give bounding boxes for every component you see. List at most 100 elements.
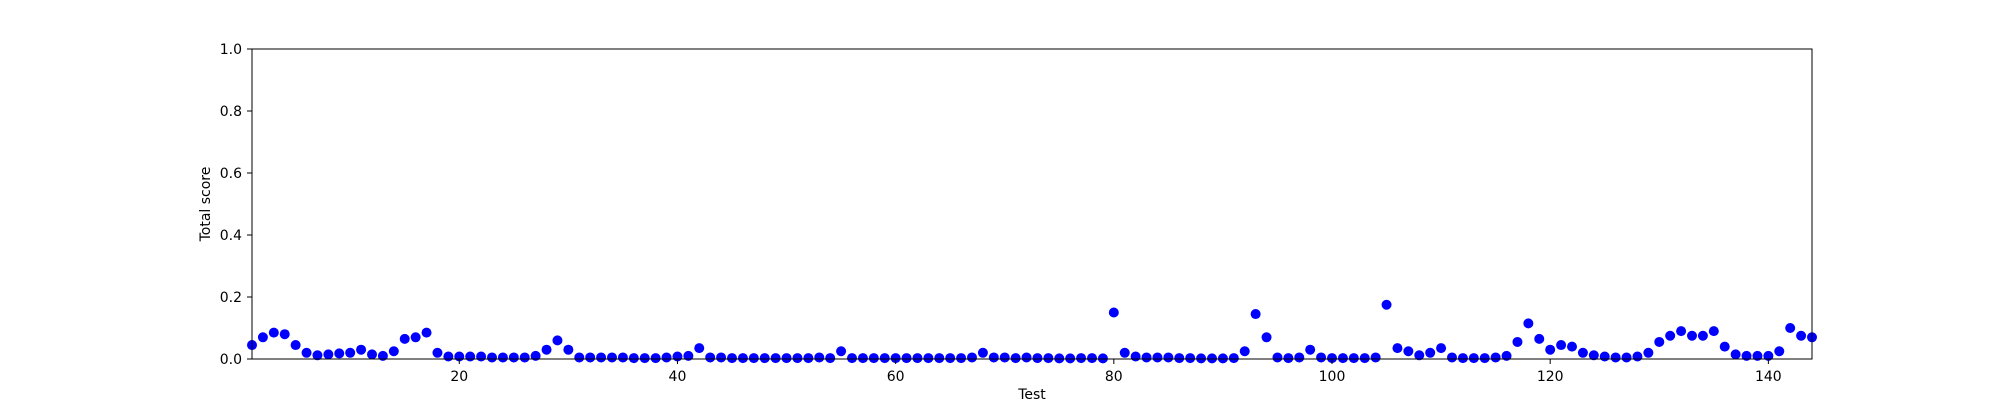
data-point bbox=[1654, 336, 1665, 347]
data-point bbox=[487, 352, 497, 363]
data-point bbox=[770, 353, 781, 364]
data-point bbox=[1217, 353, 1228, 364]
data-point bbox=[312, 350, 323, 361]
data-point bbox=[279, 329, 290, 340]
x-axis-label: Test bbox=[1017, 387, 1046, 400]
data-point bbox=[1021, 352, 1032, 363]
data-point bbox=[1032, 353, 1043, 364]
data-point bbox=[650, 353, 661, 364]
data-point bbox=[694, 343, 705, 354]
data-point bbox=[759, 353, 770, 364]
y-tick-label: 0.8 bbox=[220, 104, 242, 120]
data-point bbox=[1588, 350, 1599, 361]
data-point bbox=[1414, 350, 1425, 361]
data-point bbox=[1239, 346, 1250, 357]
data-point bbox=[607, 352, 617, 363]
data-point bbox=[1403, 346, 1414, 357]
data-point bbox=[410, 332, 421, 343]
data-point bbox=[1621, 352, 1632, 363]
data-point bbox=[1697, 330, 1708, 341]
data-point bbox=[1305, 344, 1316, 355]
data-point bbox=[290, 340, 301, 351]
data-point bbox=[1196, 353, 1207, 364]
data-point bbox=[552, 335, 563, 346]
data-point bbox=[1610, 352, 1621, 363]
data-point bbox=[1599, 351, 1610, 362]
data-point bbox=[432, 347, 443, 358]
data-point bbox=[890, 353, 901, 364]
data-point bbox=[268, 327, 279, 338]
data-point bbox=[1130, 351, 1141, 362]
data-point bbox=[1447, 352, 1457, 363]
data-point bbox=[1250, 309, 1261, 320]
data-point bbox=[617, 352, 628, 363]
data-point bbox=[781, 353, 792, 364]
data-point bbox=[661, 352, 672, 363]
data-point bbox=[1119, 347, 1130, 358]
data-point bbox=[399, 333, 410, 344]
data-point bbox=[868, 353, 879, 364]
data-point bbox=[257, 332, 268, 343]
data-point bbox=[727, 353, 737, 364]
data-point bbox=[1283, 353, 1294, 364]
data-point bbox=[530, 350, 541, 361]
data-point bbox=[705, 352, 716, 363]
data-point bbox=[1752, 350, 1763, 361]
data-point bbox=[1381, 299, 1392, 310]
data-point bbox=[825, 353, 836, 364]
data-point bbox=[1730, 349, 1741, 360]
data-point bbox=[1523, 318, 1534, 329]
data-point bbox=[628, 353, 639, 364]
data-point bbox=[323, 349, 334, 360]
data-point bbox=[1163, 352, 1174, 363]
data-point bbox=[1108, 307, 1119, 318]
data-point bbox=[836, 346, 847, 357]
y-tick-label: 0.0 bbox=[220, 352, 242, 368]
data-point bbox=[934, 353, 945, 364]
data-point bbox=[585, 352, 596, 363]
data-point bbox=[541, 344, 552, 355]
x-tick-label: 40 bbox=[669, 369, 687, 385]
data-point bbox=[1261, 332, 1272, 343]
data-point bbox=[956, 353, 967, 364]
x-tick-label: 60 bbox=[887, 369, 905, 385]
data-point bbox=[465, 351, 476, 362]
data-point bbox=[497, 352, 508, 363]
data-point bbox=[879, 353, 890, 364]
data-point bbox=[1785, 323, 1796, 333]
data-point bbox=[1043, 353, 1054, 364]
data-point bbox=[1097, 353, 1108, 364]
data-point bbox=[1272, 352, 1283, 363]
data-point bbox=[421, 327, 432, 338]
data-point bbox=[1643, 347, 1654, 358]
y-tick-label: 0.4 bbox=[220, 228, 242, 244]
x-tick-label: 20 bbox=[450, 369, 468, 385]
data-point bbox=[1207, 353, 1217, 364]
data-point bbox=[1076, 353, 1087, 364]
data-point bbox=[1294, 352, 1305, 363]
data-point bbox=[792, 353, 803, 364]
data-point bbox=[988, 352, 999, 363]
data-point bbox=[1054, 353, 1065, 364]
data-point bbox=[748, 353, 759, 364]
data-point bbox=[1545, 344, 1556, 355]
data-point bbox=[1228, 353, 1239, 364]
data-point bbox=[847, 353, 857, 364]
data-point bbox=[1774, 346, 1785, 357]
data-point bbox=[1556, 340, 1567, 351]
data-point bbox=[1327, 353, 1337, 364]
data-point bbox=[377, 350, 388, 361]
data-point bbox=[1501, 350, 1512, 361]
data-point bbox=[519, 352, 530, 363]
data-point bbox=[683, 350, 694, 361]
y-tick-label: 0.2 bbox=[220, 290, 242, 306]
data-point bbox=[1687, 330, 1697, 341]
data-point bbox=[1763, 350, 1774, 361]
data-point bbox=[388, 346, 399, 357]
data-point bbox=[1141, 352, 1152, 363]
data-point bbox=[1479, 353, 1490, 364]
data-point bbox=[1577, 347, 1588, 358]
data-point bbox=[639, 353, 650, 364]
y-axis-label: Total score bbox=[198, 167, 214, 243]
data-point bbox=[345, 347, 356, 358]
